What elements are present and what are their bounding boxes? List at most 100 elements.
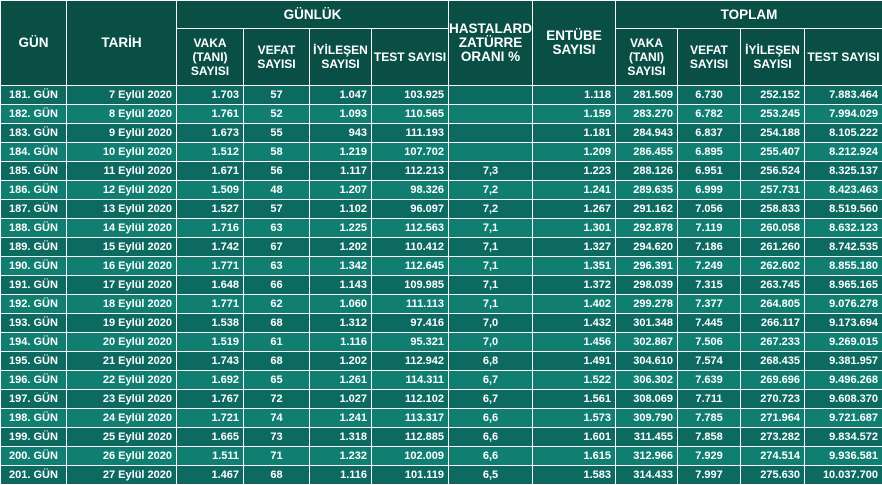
cell-total-vaka: 286.455 <box>616 143 678 162</box>
cell-total-vaka: 284.943 <box>616 124 678 143</box>
cell-entube: 1.491 <box>533 352 616 371</box>
cell-daily-vefat: 57 <box>244 200 310 219</box>
cell-daily-test: 109.985 <box>372 276 449 295</box>
cell-gun: 196. GÜN <box>1 371 67 390</box>
cell-zaturre: 6,7 <box>449 390 533 409</box>
cell-daily-test: 112.102 <box>372 390 449 409</box>
cell-daily-test: 101.119 <box>372 466 449 485</box>
cell-zaturre: 7,0 <box>449 314 533 333</box>
cell-total-iyilesen: 252.152 <box>741 86 805 105</box>
cell-total-vefat: 7.445 <box>678 314 741 333</box>
cell-daily-vefat: 72 <box>244 390 310 409</box>
cell-total-iyilesen: 271.964 <box>741 409 805 428</box>
cell-total-test: 9.721.687 <box>805 409 882 428</box>
cell-total-vefat: 7.377 <box>678 295 741 314</box>
cell-entube: 1.267 <box>533 200 616 219</box>
cell-total-vaka: 294.620 <box>616 238 678 257</box>
cell-total-vefat: 6.782 <box>678 105 741 124</box>
cell-daily-iyilesen: 1.093 <box>310 105 372 124</box>
cell-total-iyilesen: 260.058 <box>741 219 805 238</box>
cell-daily-iyilesen: 1.318 <box>310 428 372 447</box>
cell-daily-iyilesen: 1.225 <box>310 219 372 238</box>
header-daily-test: TEST SAYISI <box>372 29 449 86</box>
cell-total-vaka: 292.878 <box>616 219 678 238</box>
cell-daily-test: 112.942 <box>372 352 449 371</box>
cell-daily-vaka: 1.512 <box>177 143 244 162</box>
cell-tarih: 18 Eylül 2020 <box>67 295 177 314</box>
cell-daily-test: 110.412 <box>372 238 449 257</box>
header-total-test: TEST SAYISI <box>805 29 882 86</box>
cell-total-test: 8.742.535 <box>805 238 882 257</box>
cell-gun: 189. GÜN <box>1 238 67 257</box>
cell-tarih: 8 Eylül 2020 <box>67 105 177 124</box>
cell-total-vaka: 288.126 <box>616 162 678 181</box>
cell-total-vaka: 281.509 <box>616 86 678 105</box>
cell-zaturre: 7,1 <box>449 238 533 257</box>
cell-gun: 186. GÜN <box>1 181 67 200</box>
cell-total-iyilesen: 268.435 <box>741 352 805 371</box>
cell-total-test: 8.519.560 <box>805 200 882 219</box>
cell-total-vefat: 7.785 <box>678 409 741 428</box>
cell-daily-iyilesen: 1.117 <box>310 162 372 181</box>
cell-tarih: 9 Eylül 2020 <box>67 124 177 143</box>
cell-daily-vaka: 1.742 <box>177 238 244 257</box>
cell-entube: 1.118 <box>533 86 616 105</box>
cell-daily-test: 111.193 <box>372 124 449 143</box>
cell-zaturre: 7,3 <box>449 162 533 181</box>
cell-total-test: 9.173.694 <box>805 314 882 333</box>
cell-daily-vefat: 57 <box>244 86 310 105</box>
cell-daily-iyilesen: 1.027 <box>310 390 372 409</box>
cell-tarih: 25 Eylül 2020 <box>67 428 177 447</box>
cell-daily-vefat: 52 <box>244 105 310 124</box>
cell-total-vefat: 7.249 <box>678 257 741 276</box>
cell-daily-test: 113.317 <box>372 409 449 428</box>
cell-tarih: 27 Eylül 2020 <box>67 466 177 485</box>
cell-daily-vefat: 67 <box>244 238 310 257</box>
cell-daily-vefat: 56 <box>244 162 310 181</box>
cell-daily-test: 112.885 <box>372 428 449 447</box>
cell-tarih: 12 Eylül 2020 <box>67 181 177 200</box>
cell-daily-vaka: 1.771 <box>177 295 244 314</box>
cell-total-iyilesen: 270.723 <box>741 390 805 409</box>
cell-total-iyilesen: 256.524 <box>741 162 805 181</box>
cell-gun: 198. GÜN <box>1 409 67 428</box>
cell-daily-test: 98.326 <box>372 181 449 200</box>
cell-daily-test: 112.213 <box>372 162 449 181</box>
cell-total-vaka: 302.867 <box>616 333 678 352</box>
cell-daily-test: 111.113 <box>372 295 449 314</box>
cell-entube: 1.561 <box>533 390 616 409</box>
cell-daily-iyilesen: 1.102 <box>310 200 372 219</box>
cell-tarih: 22 Eylül 2020 <box>67 371 177 390</box>
header-entube: ENTÜBE SAYISI <box>533 1 616 86</box>
cell-daily-vefat: 63 <box>244 257 310 276</box>
cell-daily-iyilesen: 1.312 <box>310 314 372 333</box>
cell-daily-test: 112.645 <box>372 257 449 276</box>
cell-gun: 187. GÜN <box>1 200 67 219</box>
cell-daily-vefat: 58 <box>244 143 310 162</box>
cell-daily-vaka: 1.692 <box>177 371 244 390</box>
header-daily-vaka: VAKA (TANI) SAYISI <box>177 29 244 86</box>
cell-daily-vefat: 65 <box>244 371 310 390</box>
cell-daily-vefat: 62 <box>244 295 310 314</box>
cell-total-vaka: 296.391 <box>616 257 678 276</box>
cell-zaturre: 6,6 <box>449 409 533 428</box>
cell-daily-vaka: 1.703 <box>177 86 244 105</box>
cell-daily-test: 103.925 <box>372 86 449 105</box>
cell-daily-iyilesen: 1.261 <box>310 371 372 390</box>
cell-daily-test: 97.416 <box>372 314 449 333</box>
cell-zaturre: 6,6 <box>449 428 533 447</box>
cell-gun: 193. GÜN <box>1 314 67 333</box>
cell-daily-iyilesen: 1.241 <box>310 409 372 428</box>
cell-total-vefat: 7.574 <box>678 352 741 371</box>
cell-daily-test: 114.311 <box>372 371 449 390</box>
cell-daily-vefat: 61 <box>244 333 310 352</box>
cell-total-vefat: 7.997 <box>678 466 741 485</box>
cell-entube: 1.456 <box>533 333 616 352</box>
